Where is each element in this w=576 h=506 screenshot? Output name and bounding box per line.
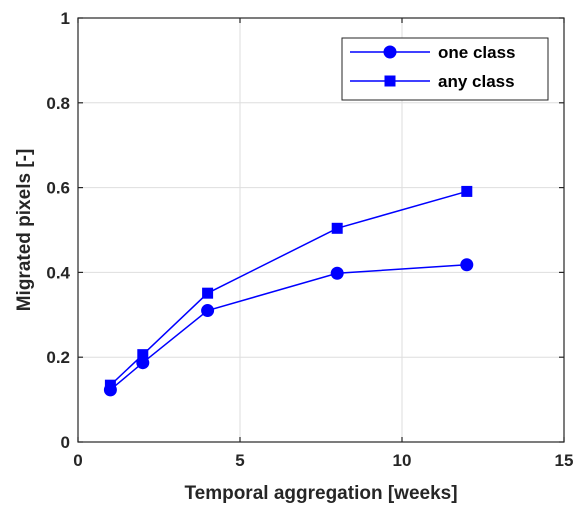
- data-point: [201, 304, 215, 318]
- y-tick-label: 1: [61, 9, 70, 28]
- series-square: [104, 185, 473, 391]
- plot-frame: [77, 17, 565, 443]
- legend-label: any class: [438, 72, 515, 91]
- series-group: [103, 185, 474, 397]
- series-circle: [103, 258, 474, 397]
- data-point: [331, 222, 343, 234]
- x-tick-label: 10: [393, 451, 412, 470]
- y-tick-label: 0.4: [46, 263, 70, 282]
- data-point: [202, 287, 214, 299]
- y-tick-label: 0.6: [46, 179, 70, 198]
- x-tick-label: 0: [73, 451, 82, 470]
- data-point: [460, 258, 474, 272]
- legend-box: [341, 37, 549, 101]
- y-axis-label: Migrated pixels [-]: [14, 149, 35, 312]
- x-tick-label: 5: [235, 451, 244, 470]
- y-tick-label: 0: [61, 433, 70, 452]
- legend-marker: [384, 75, 396, 87]
- y-tick-label: 0.2: [46, 348, 70, 367]
- legend: one class any class: [341, 37, 549, 101]
- data-point: [461, 185, 473, 197]
- axis-ticks: 0 5 10 15 0 0.2 0.4 0.6 0.8 1: [46, 9, 573, 470]
- x-axis-label: Temporal aggregation [weeks]: [184, 483, 457, 504]
- x-tick-label: 15: [555, 451, 574, 470]
- y-tick-label: 0.8: [46, 94, 70, 113]
- data-point: [104, 379, 116, 391]
- legend-label: one class: [438, 43, 516, 62]
- data-point: [137, 349, 149, 361]
- legend-marker: [383, 45, 397, 59]
- data-point: [330, 266, 344, 280]
